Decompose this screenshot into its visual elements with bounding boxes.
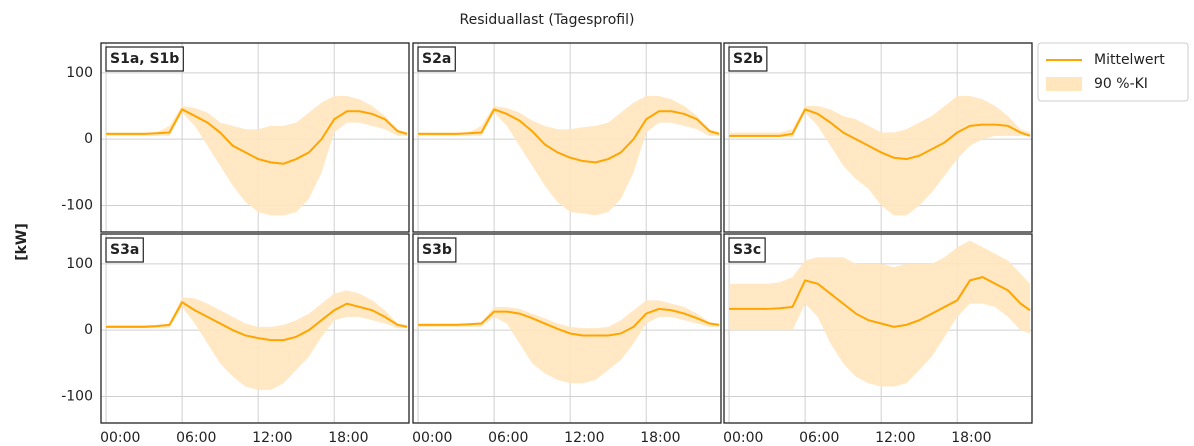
confidence-band	[106, 290, 408, 390]
panel-label-box	[728, 237, 766, 263]
y-tick-label: 100	[66, 65, 93, 81]
panel-label: S2b	[733, 51, 763, 67]
confidence-band	[418, 300, 720, 384]
y-tick-label: 0	[84, 322, 93, 338]
mean-line	[729, 108, 1031, 161]
mean-line	[729, 276, 1031, 328]
confidence-band	[729, 96, 1031, 216]
y-tick-label: -100	[61, 197, 93, 213]
x-tick-label: 06:00	[176, 430, 216, 446]
x-tick-label: 18:00	[328, 430, 368, 446]
panel-frame	[412, 42, 722, 233]
x-tick-label: 12:00	[252, 430, 292, 446]
panel-label-box	[728, 46, 768, 72]
legend-label: Mittelwert	[1094, 52, 1165, 68]
panel-label: S3c	[733, 242, 761, 258]
x-tick-label: 12:00	[564, 430, 604, 446]
panel-frame	[723, 42, 1033, 233]
x-tick-label: 00:00	[100, 430, 140, 446]
panel-label: S2a	[422, 51, 451, 67]
confidence-band	[729, 240, 1031, 387]
x-tick-label: 06:00	[488, 430, 528, 446]
x-tick-label: 06:00	[799, 430, 839, 446]
x-tick-label: 18:00	[640, 430, 680, 446]
legend-label: 90 %-KI	[1094, 76, 1148, 92]
figure-title: Residuallast (Tagesprofil)	[460, 12, 635, 28]
mean-line	[106, 107, 408, 165]
panel-label-box	[105, 237, 144, 263]
x-tick-label: 00:00	[412, 430, 452, 446]
panel-label-box	[417, 237, 457, 263]
y-axis-label: [kW]	[14, 223, 30, 261]
panel-frame	[100, 42, 410, 233]
panel-label-box	[105, 46, 184, 72]
panel-frame	[723, 233, 1033, 424]
y-tick-label: 100	[66, 256, 93, 272]
mean-line	[418, 108, 720, 164]
x-tick-label: 00:00	[723, 430, 763, 446]
legend-swatch	[1046, 77, 1082, 91]
panel-label: S1a, S1b	[110, 51, 179, 67]
confidence-band	[106, 96, 408, 216]
mean-line	[418, 307, 720, 337]
confidence-band	[418, 96, 720, 216]
panel-label: S3b	[422, 242, 452, 258]
y-tick-label: -100	[61, 388, 93, 404]
panel-frame	[412, 233, 722, 424]
x-tick-label: 18:00	[951, 430, 991, 446]
panel-frame	[100, 233, 410, 424]
panel-label-box	[417, 46, 456, 72]
panel-label: S3a	[110, 242, 139, 258]
x-tick-label: 12:00	[875, 430, 915, 446]
y-tick-label: 0	[84, 131, 93, 147]
mean-line	[106, 300, 408, 342]
